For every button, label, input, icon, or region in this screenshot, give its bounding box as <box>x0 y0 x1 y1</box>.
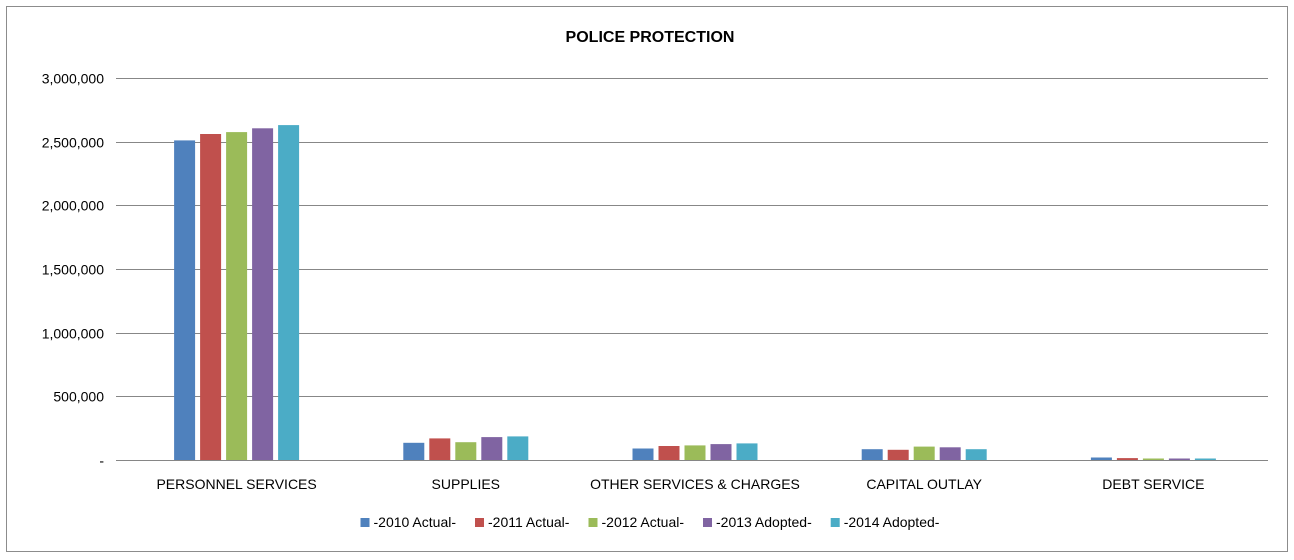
x-tick-label: CAPITAL OUTLAY <box>866 476 982 492</box>
y-tick-label: 2,500,000 <box>42 135 104 151</box>
bar <box>278 125 300 460</box>
y-tick-label: 3,000,000 <box>42 71 104 87</box>
legend-swatch <box>703 518 712 527</box>
bar <box>1142 458 1164 460</box>
legend-swatch <box>475 518 484 527</box>
bar <box>455 442 477 460</box>
y-tick-label: 2,000,000 <box>42 198 104 214</box>
legend-item: -2013 Adopted- <box>703 514 812 530</box>
legend-label: -2010 Actual- <box>374 514 457 530</box>
legend-swatch <box>830 518 840 527</box>
bar <box>658 446 680 460</box>
bar <box>174 140 196 460</box>
legend-item: -2010 Actual- <box>360 514 457 530</box>
bar <box>507 436 529 460</box>
bar <box>403 442 425 460</box>
bar <box>1168 458 1190 460</box>
y-tick-label: 1,500,000 <box>42 262 104 278</box>
x-tick-label: OTHER SERVICES & CHARGES <box>590 476 800 492</box>
legend-item: -2014 Adopted- <box>830 514 940 530</box>
legend-swatch <box>360 518 370 527</box>
bar <box>939 447 961 460</box>
y-axis-ticks: - 500,000 1,000,000 1,500,000 2,000,000 2,500… <box>42 71 105 469</box>
x-tick-label: PERSONNEL SERVICES <box>156 476 316 492</box>
bar <box>200 134 222 460</box>
x-tick-label: SUPPLIES <box>432 476 500 492</box>
legend-item: -2011 Actual- <box>475 514 570 530</box>
legend-label: -2012 Actual- <box>602 514 685 530</box>
bar <box>736 443 758 460</box>
bar <box>226 132 248 460</box>
legend-label: -2011 Actual- <box>488 514 570 530</box>
legend-label: -2013 Adopted- <box>716 514 812 530</box>
bar <box>481 437 503 460</box>
gridlines <box>116 78 1268 461</box>
bar <box>632 448 654 460</box>
bar <box>710 444 732 460</box>
y-tick-label: - <box>99 453 104 469</box>
bar <box>252 128 274 461</box>
bar <box>684 445 706 460</box>
bar <box>1090 457 1112 460</box>
chart-title: POLICE PROTECTION <box>566 29 735 46</box>
legend: -2010 Actual- -2011 Actual- -2012 Actual- -… <box>360 514 940 530</box>
x-axis-labels: PERSONNEL SERVICES SUPPLIES OTHER SERVICES… <box>156 476 1204 492</box>
y-tick-label: 1,000,000 <box>42 326 104 342</box>
legend-swatch <box>588 518 598 527</box>
legend-item: -2012 Actual- <box>588 514 685 530</box>
bar <box>887 449 909 460</box>
bar <box>1116 458 1138 460</box>
y-tick-label: 500,000 <box>53 389 104 405</box>
bar <box>913 446 935 460</box>
bar <box>1194 458 1216 460</box>
bar <box>965 449 987 460</box>
x-tick-label: DEBT SERVICE <box>1102 476 1204 492</box>
bar <box>861 449 883 460</box>
legend-label: -2014 Adopted- <box>844 514 940 530</box>
bars <box>174 125 1216 461</box>
bar <box>429 438 451 460</box>
